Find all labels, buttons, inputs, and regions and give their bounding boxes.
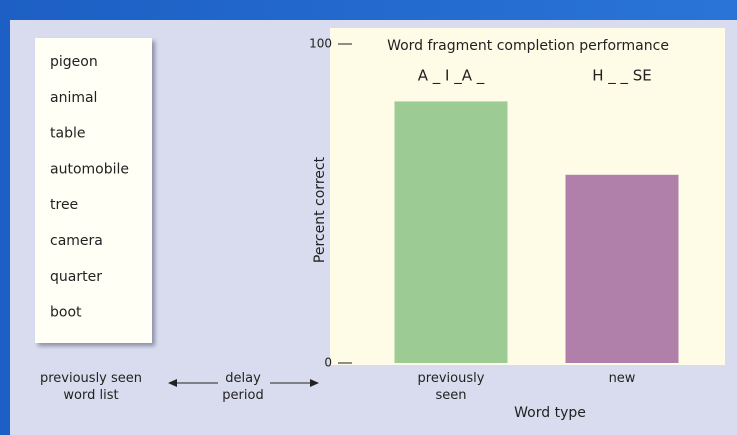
list-caption: previously seen word list [39, 371, 143, 403]
bar [394, 101, 508, 364]
y-tick-label: 100 [309, 37, 332, 51]
bar [565, 174, 679, 363]
word: boot [50, 305, 82, 321]
annotation: A _ I _A _ [418, 67, 485, 86]
word-card [35, 38, 152, 343]
word: animal [50, 90, 97, 106]
word: quarter [50, 269, 102, 285]
word: table [50, 126, 85, 142]
y-label: Percent correct [312, 156, 328, 263]
delay-label: delay period [222, 371, 264, 403]
x-tick-label: new [608, 371, 636, 386]
chart-title: Word fragment completion performance [387, 38, 669, 54]
arrow-head [168, 379, 177, 387]
x-tick-label: previously seen [417, 371, 485, 403]
annotation: H _ _ SE [592, 67, 652, 86]
word: camera [50, 233, 103, 249]
word: pigeon [50, 54, 98, 70]
word: automobile [50, 161, 129, 177]
arrow-head [310, 379, 319, 387]
word: tree [50, 197, 78, 213]
y-tick-label: 0 [324, 356, 332, 370]
x-label: Word type [514, 405, 586, 421]
